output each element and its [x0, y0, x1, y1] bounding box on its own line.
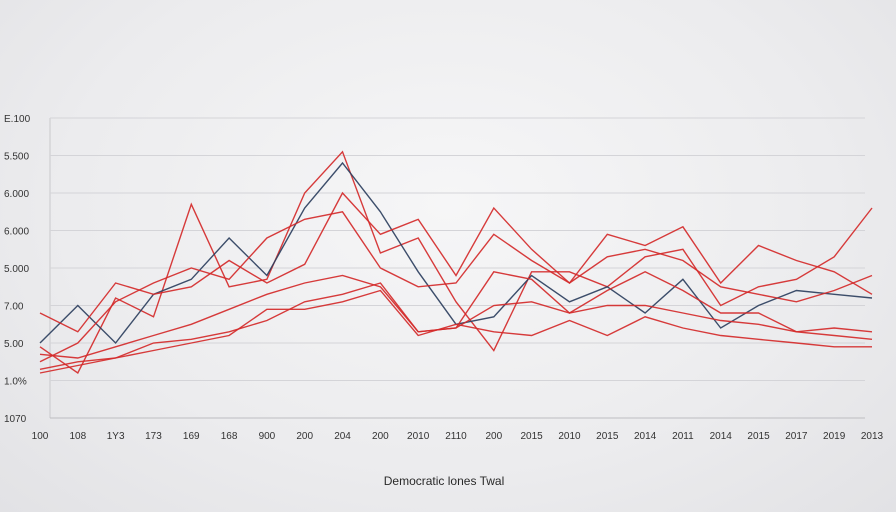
series-line-3 — [39, 191, 873, 333]
x-tick-label: 200 — [372, 431, 389, 442]
y-tick-label: E.100 — [4, 114, 31, 125]
x-tick-label: 173 — [145, 431, 162, 442]
x-tick-label: 2014 — [634, 431, 657, 442]
x-tick-label: 2015 — [596, 431, 619, 442]
x-tick-label: 2010 — [407, 431, 430, 442]
series-line-2 — [39, 161, 873, 345]
series-line-6 — [39, 282, 873, 370]
x-tick-label: 2017 — [785, 431, 808, 442]
x-tick-label: 2014 — [710, 431, 733, 442]
x-axis-ticks: 100 108 1Y3 173 169 168 900 200 204 200 2010 2110 20… — [32, 431, 884, 442]
y-tick-label: 5.000 — [4, 264, 29, 275]
x-tick-label: 2010 — [558, 431, 581, 442]
x-axis-label: Democratic lones Twal — [384, 474, 505, 488]
x-tick-label: 2110 — [445, 431, 467, 442]
x-tick-label: 2019 — [823, 431, 846, 442]
series-line-1 — [39, 150, 873, 375]
y-tick-label: 6.000 — [4, 189, 29, 200]
x-tick-label: 2015 — [747, 431, 770, 442]
x-tick-label: 168 — [221, 431, 238, 442]
series-line-4 — [39, 211, 873, 363]
x-tick-label: 169 — [183, 431, 200, 442]
y-axis-ticks: 1070 1.0% 5.00 7.00 5.000 6.000 6.000 5.500 E.10… — [4, 114, 31, 425]
y-tick-label: 7.00 — [4, 302, 24, 313]
x-tick-label: 200 — [485, 431, 502, 442]
x-tick-label: 100 — [32, 431, 49, 442]
x-tick-label: 900 — [259, 431, 276, 442]
y-tick-label: 1070 — [4, 414, 27, 425]
x-tick-label: 204 — [334, 431, 351, 442]
y-tick-label: 5.00 — [4, 339, 24, 350]
y-tick-label: 6.000 — [4, 227, 29, 238]
x-tick-label: 2015 — [521, 431, 544, 442]
series-line-7 — [39, 289, 872, 374]
y-tick-label: 1.0% — [4, 377, 27, 388]
x-tick-label: 200 — [296, 431, 313, 442]
series-lines — [39, 150, 873, 375]
x-tick-label: 1Y3 — [107, 431, 125, 442]
x-tick-label: 2011 — [672, 431, 694, 442]
x-tick-label: 108 — [69, 431, 86, 442]
gridlines — [49, 117, 865, 419]
y-tick-label: 5.500 — [4, 152, 29, 163]
x-tick-label: 2013 — [861, 431, 884, 442]
